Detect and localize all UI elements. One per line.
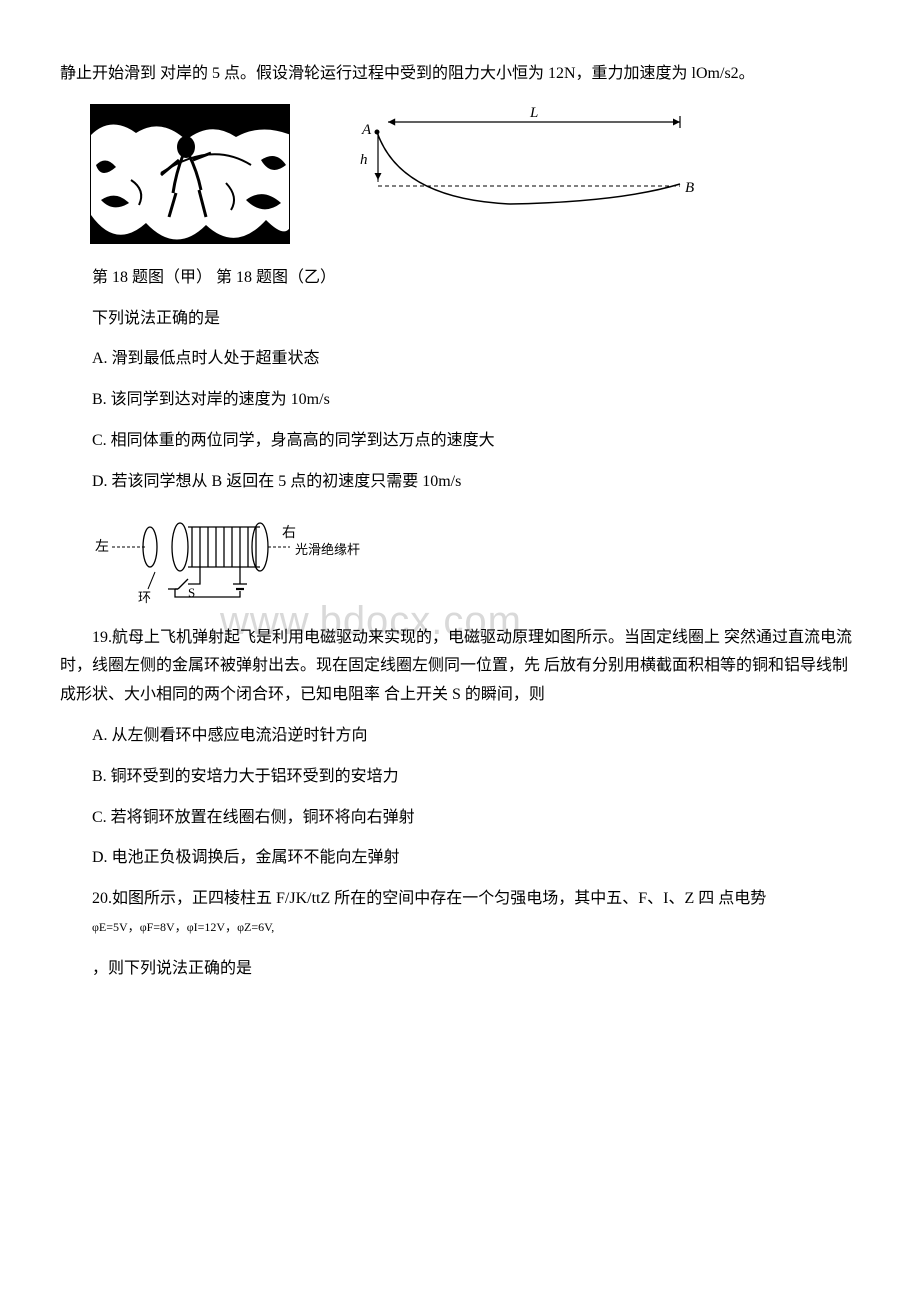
q18-photo-jia [90, 104, 290, 244]
coil-label-right: 右 [282, 525, 296, 541]
q18-stem: 下列说法正确的是 [60, 305, 860, 334]
q18-figures-row: A L h B [60, 104, 860, 244]
q18-option-b: B. 该同学到达对岸的速度为 10m/s [60, 386, 860, 415]
intro-paragraph: 静止开始滑到 对岸的 5 点。假设滑轮运行过程中受到的阻力大小恒为 12N，重力… [60, 60, 860, 89]
diagram-label-h: h [360, 152, 368, 168]
q20-formula: φE=5V，φF=8V，φI=12V，φZ=6V, [60, 917, 274, 939]
diagram-label-A: A [361, 122, 372, 138]
q18-option-c: C. 相同体重的两位同学，身高高的同学到达万点的速度大 [60, 427, 860, 456]
q18-diagram-yi: A L h B [330, 104, 710, 224]
diagram-label-B: B [685, 180, 694, 196]
q18-option-d: D. 若该同学想从 B 返回在 5 点的初速度只需要 10m/s [60, 468, 860, 497]
coil-label-left: 左 [95, 539, 109, 555]
q20-stem-b: ，则下列说法正确的是 [60, 955, 860, 984]
q19-option-b: B. 铜环受到的安培力大于铝环受到的安培力 [60, 763, 860, 792]
q20-stem-text-a: 20.如图所示，正四棱柱五 F/JK/ttZ 所在的空间中存在一个匀强电场，其中… [92, 890, 766, 907]
q18-option-a: A. 滑到最低点时人处于超重状态 [60, 345, 860, 374]
coil-label-ring: 环 [138, 590, 151, 605]
q20-stem: 20.如图所示，正四棱柱五 F/JK/ttZ 所在的空间中存在一个匀强电场，其中… [60, 885, 860, 943]
q19-stem: 19.航母上飞机弹射起飞是利用电磁驱动来实现的，电磁驱动原理如图所示。当固定线圈… [60, 624, 860, 710]
q19-option-a: A. 从左侧看环中感应电流沿逆时针方向 [60, 722, 860, 751]
q19-coil-figure: 左 环 右 光滑绝缘杆 S [90, 509, 370, 609]
document-body: 静止开始滑到 对岸的 5 点。假设滑轮运行过程中受到的阻力大小恒为 12N，重力… [60, 60, 860, 984]
q18-caption: 第 18 题图（甲） 第 18 题图（乙） [60, 264, 860, 293]
q19-option-c: C. 若将铜环放置在线圈右侧，铜环将向右弹射 [60, 804, 860, 833]
coil-label-rod: 光滑绝缘杆 [295, 542, 360, 557]
coil-label-switch: S [188, 585, 195, 600]
diagram-label-L: L [529, 105, 538, 121]
q19-option-d: D. 电池正负极调换后，金属环不能向左弹射 [60, 844, 860, 873]
